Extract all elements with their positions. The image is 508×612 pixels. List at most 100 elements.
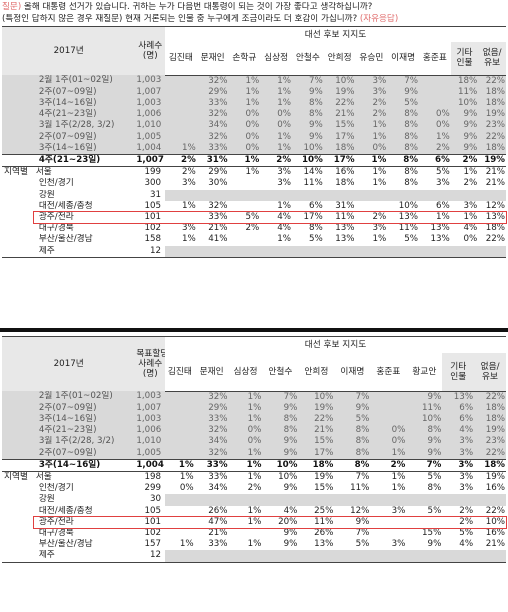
- percent-cell: [229, 178, 261, 189]
- region-label: 지역별: [4, 167, 28, 178]
- percent-cell: [387, 245, 420, 258]
- row-label: 3주(14~16일): [34, 97, 136, 110]
- percent-cell: 32%: [194, 447, 229, 460]
- row-label: 2월 1주(01~02일): [34, 391, 136, 403]
- row-label: 3주(14~16일): [34, 142, 136, 155]
- percent-cell: 26%: [314, 527, 334, 538]
- percent-cell: [165, 97, 197, 110]
- percent-cell: 7%: [387, 75, 420, 87]
- percent-cell: 8%: [387, 109, 420, 121]
- percent-cell: 8%: [292, 97, 324, 110]
- region-label: [2, 494, 35, 505]
- percent-cell: [406, 517, 442, 528]
- region-label: [2, 528, 35, 539]
- percent-cell: 18%: [450, 75, 479, 87]
- percent-cell: 7%: [406, 458, 443, 472]
- percent-cell: [229, 528, 263, 539]
- percent-cell: 17%: [303, 211, 323, 222]
- percent-cell: 3%: [435, 178, 450, 189]
- region-label: [2, 131, 35, 143]
- percent-cell: [165, 131, 197, 143]
- row-label: 2주(07~09일): [34, 447, 136, 460]
- sample-size: 1,003: [135, 97, 166, 110]
- table-row: 부산/울산/경남 157 1% 33% 1% 9% 13% 5% 3% 9% 4% 21%: [2, 539, 506, 550]
- percent-cell: 1%: [228, 97, 261, 110]
- percent-cell: [298, 494, 335, 506]
- percent-cell: 17%: [298, 447, 335, 460]
- question-text-2: (특정인 답하지 않은 경우 재질문) 현재 거론되는 인물 중 누구에게 조금…: [2, 14, 358, 24]
- percent-cell: [406, 494, 443, 506]
- row-label: 제주: [34, 550, 136, 563]
- percent-cell: 19%: [323, 86, 356, 98]
- sample-size: 1,007: [135, 86, 166, 98]
- percent-cell: [370, 402, 407, 414]
- row-label: 대전/세종/충청: [38, 505, 93, 516]
- candidate-header: 김진태: [165, 352, 195, 392]
- percent-cell: 3%: [391, 539, 406, 550]
- percent-cell: 1%: [247, 505, 262, 516]
- percent-cell: [165, 189, 197, 201]
- percent-cell: 9%: [427, 539, 442, 550]
- percent-cell: 1%: [435, 211, 450, 222]
- row-label: 광주/전라: [38, 516, 74, 527]
- percent-cell: [262, 494, 299, 506]
- percent-cell: 7%: [355, 527, 370, 538]
- percent-cell: 5%: [355, 539, 370, 550]
- percent-cell: 15%: [314, 483, 334, 494]
- sample-size: 1,003: [135, 75, 166, 87]
- percent-cell: 1%: [463, 167, 478, 178]
- section-divider: [0, 328, 508, 332]
- percent-cell: [298, 550, 335, 563]
- sample-header: 사례수 (명): [135, 26, 166, 75]
- table-row: 제주 12: [2, 245, 506, 258]
- percent-cell: 22%: [485, 234, 505, 245]
- percent-cell: 1%: [391, 483, 406, 494]
- percent-cell: 33%: [208, 211, 228, 222]
- candidate-header: 황교안: [406, 352, 443, 392]
- percent-cell: 31%: [196, 153, 229, 168]
- percent-cell: 3%: [442, 447, 475, 460]
- percent-cell: [370, 528, 406, 539]
- percent-cell: 1%: [228, 75, 261, 87]
- percent-cell: 20%: [278, 516, 298, 527]
- percent-cell: 2%: [370, 458, 407, 472]
- table-row: 4주(21~23일) 1,006 32% 0% 8% 21% 8% 0% 8% 4% 19%: [2, 425, 506, 437]
- percent-cell: [165, 86, 197, 98]
- sample-size: 1,007: [135, 153, 166, 168]
- year-header: 2017년: [2, 26, 136, 75]
- candidate-header: 이재명: [387, 42, 420, 76]
- percent-cell: [165, 413, 195, 426]
- percent-cell: 0%: [370, 425, 407, 437]
- percent-cell: 21%: [208, 223, 228, 234]
- percent-cell: [474, 494, 506, 506]
- row-label: 인천/경기: [38, 178, 74, 189]
- percent-cell: 1%: [179, 539, 194, 550]
- sample-size: 1,003: [135, 391, 166, 403]
- percent-cell: 32%: [194, 425, 229, 437]
- percent-cell: 1%: [260, 86, 293, 98]
- percent-cell: 47%: [208, 516, 228, 527]
- percent-cell: 4%: [463, 223, 478, 234]
- percent-cell: 8%: [387, 142, 420, 155]
- region-label: [2, 120, 35, 132]
- percent-cell: 12%: [485, 200, 505, 211]
- table-row: 4주(21~23일) 1,007 2% 31% 1% 2% 10% 17% 1% 8% 6% 2% 19…: [2, 153, 506, 168]
- region-label: [2, 212, 35, 223]
- percent-cell: 22%: [478, 131, 506, 143]
- percent-cell: 1%: [228, 458, 263, 472]
- percent-cell: 11%: [450, 86, 479, 98]
- table2-table: 2017년목표할당사례수(명)대선 후보 지지도김진태문재인심상정안철수안희정이…: [2, 335, 506, 563]
- percent-cell: 30%: [208, 178, 228, 189]
- percent-cell: [165, 212, 197, 223]
- percent-cell: 2%: [419, 142, 451, 155]
- table-row: 대구/경북 102 3% 21% 2% 4% 8% 13% 3% 11% 13% 4% 18%: [2, 223, 506, 234]
- percent-cell: 8%: [406, 425, 443, 437]
- percent-cell: 1%: [228, 413, 263, 426]
- region-label: 지역별: [4, 471, 28, 482]
- percent-cell: 9%: [406, 391, 443, 403]
- percent-cell: 10%: [323, 75, 356, 87]
- percent-cell: 9%: [292, 86, 324, 98]
- row-label: 서울: [35, 471, 52, 482]
- table-row: 2월 1주(01~02일) 1,003 32% 1% 7% 10% 7% 9% 13% 22%: [2, 391, 506, 403]
- sample-size: 1,004: [135, 142, 166, 155]
